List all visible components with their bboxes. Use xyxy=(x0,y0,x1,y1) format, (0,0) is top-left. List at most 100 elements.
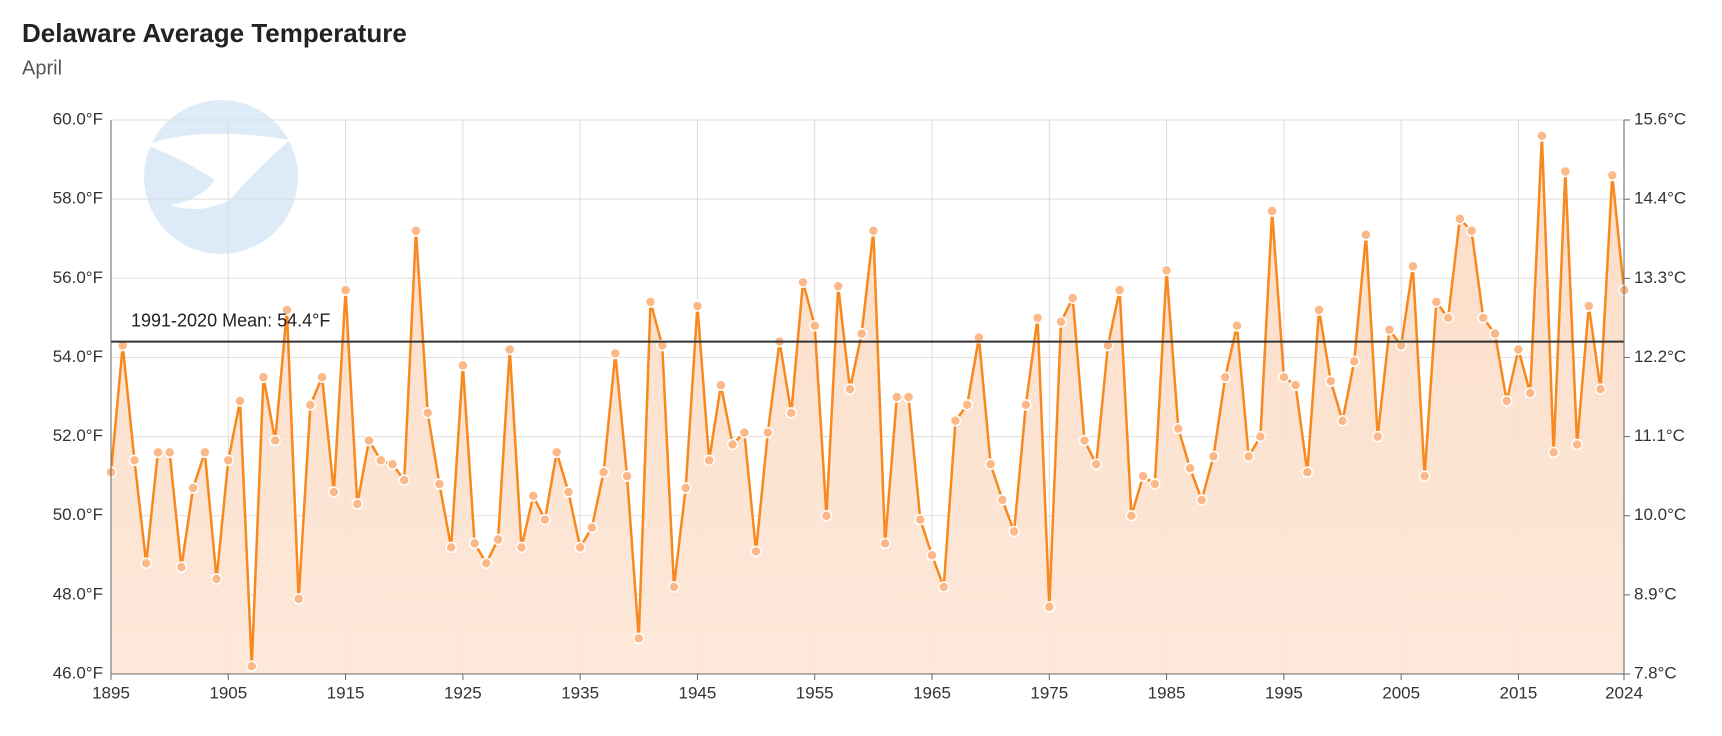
x-tick-label: 1975 xyxy=(1030,683,1068,702)
point xyxy=(410,225,422,237)
point xyxy=(128,454,141,467)
y2-tick-label: 13.3°C xyxy=(1634,268,1686,287)
point xyxy=(457,359,469,372)
point xyxy=(187,482,199,494)
point xyxy=(1172,422,1185,435)
point xyxy=(1008,525,1020,538)
y2-tick-label: 14.4°C xyxy=(1634,189,1686,208)
point xyxy=(1196,494,1208,506)
point xyxy=(363,434,375,447)
point xyxy=(1407,260,1419,273)
y2-tick-label: 10.0°C xyxy=(1634,505,1686,524)
point xyxy=(1348,355,1360,368)
point xyxy=(621,470,633,482)
point xyxy=(1559,165,1572,178)
point xyxy=(1477,312,1490,324)
point xyxy=(808,320,821,332)
point xyxy=(855,327,868,340)
point xyxy=(515,541,528,554)
point xyxy=(1113,284,1126,296)
point xyxy=(668,581,680,593)
point xyxy=(879,537,891,550)
point xyxy=(1254,430,1267,443)
point xyxy=(1383,323,1396,336)
point xyxy=(550,446,563,459)
point xyxy=(1301,466,1314,478)
y-tick-label: 50.0°F xyxy=(53,505,103,524)
point xyxy=(234,395,246,407)
point xyxy=(726,438,739,451)
point xyxy=(715,379,727,391)
point xyxy=(820,509,833,522)
point xyxy=(574,541,586,554)
point xyxy=(1489,327,1501,340)
point xyxy=(996,494,1009,506)
point xyxy=(691,300,704,312)
point xyxy=(1231,320,1243,332)
y-tick-label: 56.0°F xyxy=(53,268,103,287)
chart-title: Delaware Average Temperature xyxy=(22,18,407,48)
point xyxy=(562,486,575,498)
point xyxy=(1031,312,1044,324)
point xyxy=(492,533,504,546)
point xyxy=(445,541,457,554)
point xyxy=(398,474,410,486)
point xyxy=(844,383,856,395)
point xyxy=(199,446,211,459)
point xyxy=(832,280,844,292)
point xyxy=(644,296,657,308)
point xyxy=(269,434,281,447)
point xyxy=(1336,414,1349,427)
point xyxy=(1020,399,1032,411)
x-tick-label: 1895 xyxy=(92,683,130,702)
point xyxy=(867,225,880,237)
y2-tick-label: 15.6°C xyxy=(1634,109,1686,128)
point xyxy=(785,407,798,419)
point xyxy=(1278,371,1290,383)
y2-tick-label: 8.9°C xyxy=(1634,584,1677,603)
point xyxy=(902,391,915,403)
point xyxy=(1137,470,1149,482)
y-tick-label: 58.0°F xyxy=(53,189,103,208)
point xyxy=(762,426,774,439)
point xyxy=(421,407,434,419)
point xyxy=(1465,225,1478,237)
x-tick-label: 1995 xyxy=(1265,683,1303,702)
point xyxy=(539,513,551,526)
point xyxy=(1055,316,1067,328)
point xyxy=(1242,450,1255,463)
point xyxy=(1524,387,1536,399)
y-tick-label: 48.0°F xyxy=(53,584,103,603)
point xyxy=(1219,371,1231,383)
point xyxy=(210,573,223,585)
point xyxy=(152,446,164,459)
point xyxy=(914,513,927,526)
x-tick-label: 1905 xyxy=(209,683,247,702)
point xyxy=(738,426,751,439)
point xyxy=(1583,300,1595,312)
point xyxy=(961,399,973,411)
point xyxy=(973,331,985,344)
x-tick-label: 1915 xyxy=(327,683,365,702)
point xyxy=(163,446,176,459)
point xyxy=(1418,470,1431,482)
point xyxy=(1067,292,1079,304)
point xyxy=(937,581,950,593)
point xyxy=(1184,462,1196,474)
point xyxy=(1207,450,1220,463)
point xyxy=(1125,509,1138,522)
point xyxy=(1536,130,1548,142)
area xyxy=(111,135,1624,675)
point xyxy=(1102,339,1114,352)
x-tick-label: 1955 xyxy=(796,683,834,702)
point xyxy=(1430,296,1443,308)
mean-label: 1991-2020 Mean: 54.4°F xyxy=(131,310,330,330)
y2-tick-label: 12.2°C xyxy=(1634,347,1686,366)
x-tick-label: 1985 xyxy=(1148,683,1186,702)
point xyxy=(1395,339,1407,352)
y-tick-label: 46.0°F xyxy=(53,663,103,682)
point xyxy=(609,347,622,360)
point xyxy=(257,371,270,383)
point xyxy=(140,557,152,569)
x-tick-label: 2005 xyxy=(1382,683,1420,702)
